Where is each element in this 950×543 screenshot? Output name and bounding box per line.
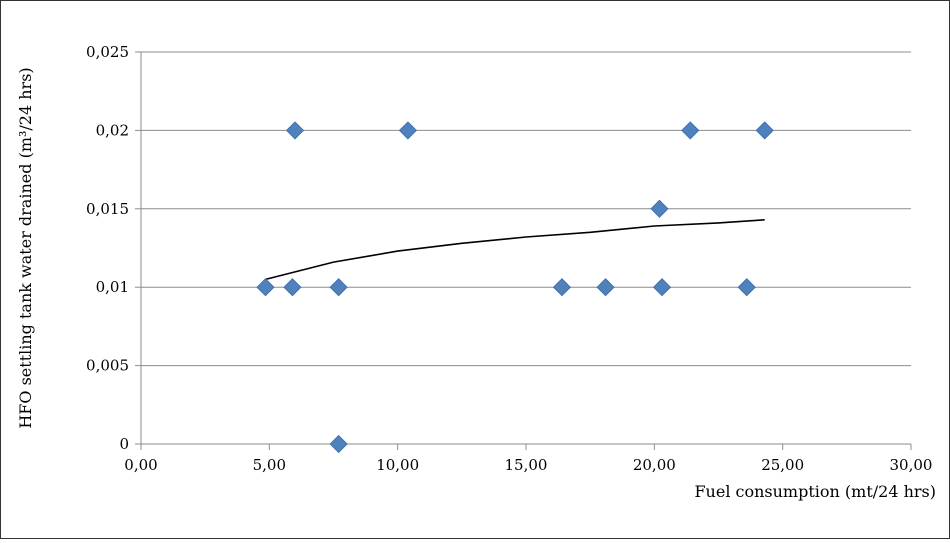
gridlines [141,51,911,367]
data-point-diamond [329,278,348,297]
data-point-diamond [552,278,571,297]
y-tick-label: 0,01 [96,278,129,296]
x-tick-label: 15,00 [505,456,548,474]
data-point-diamond [256,278,275,297]
data-point-diamond [737,278,756,297]
y-tick-label: 0,005 [86,357,129,375]
trendline [265,219,765,281]
data-point-diamond [285,121,305,140]
y-tick-label: 0,025 [86,43,129,61]
x-tick-label: 20,00 [633,456,676,474]
data-point-diamond [652,278,672,297]
data-point-diamond [650,199,669,218]
data-point-diamond [755,121,774,140]
axes: 0 0,005 0,01 0,015 0,02 0,025 0,00 5,00 10,00 15,… [86,43,932,474]
x-tick-label: 5,00 [253,456,286,474]
data-point-diamond [283,278,302,297]
y-tick-label: 0,02 [96,121,129,139]
x-tick-label: 0,00 [124,456,157,474]
data-point-diamond [596,278,615,297]
data-point-diamond [398,121,417,140]
x-tick-label: 10,00 [376,456,419,474]
y-axis-title: HFO settling tank water drained (m³/24 h… [16,67,35,428]
y-tick-label: 0,015 [86,200,129,218]
data-point-diamond [681,121,700,140]
x-tick-label: 30,00 [890,456,933,474]
y-axis-title-text: HFO settling tank water drained (m³/24 h… [16,67,35,428]
x-tick-label: 25,00 [761,456,804,474]
x-axis-title: Fuel consumption (mt/24 hrs) [694,482,936,501]
trendline-group [265,219,765,281]
y-tick-label: 0 [119,435,129,453]
data-point-diamond [329,434,348,454]
data-points [256,121,774,454]
